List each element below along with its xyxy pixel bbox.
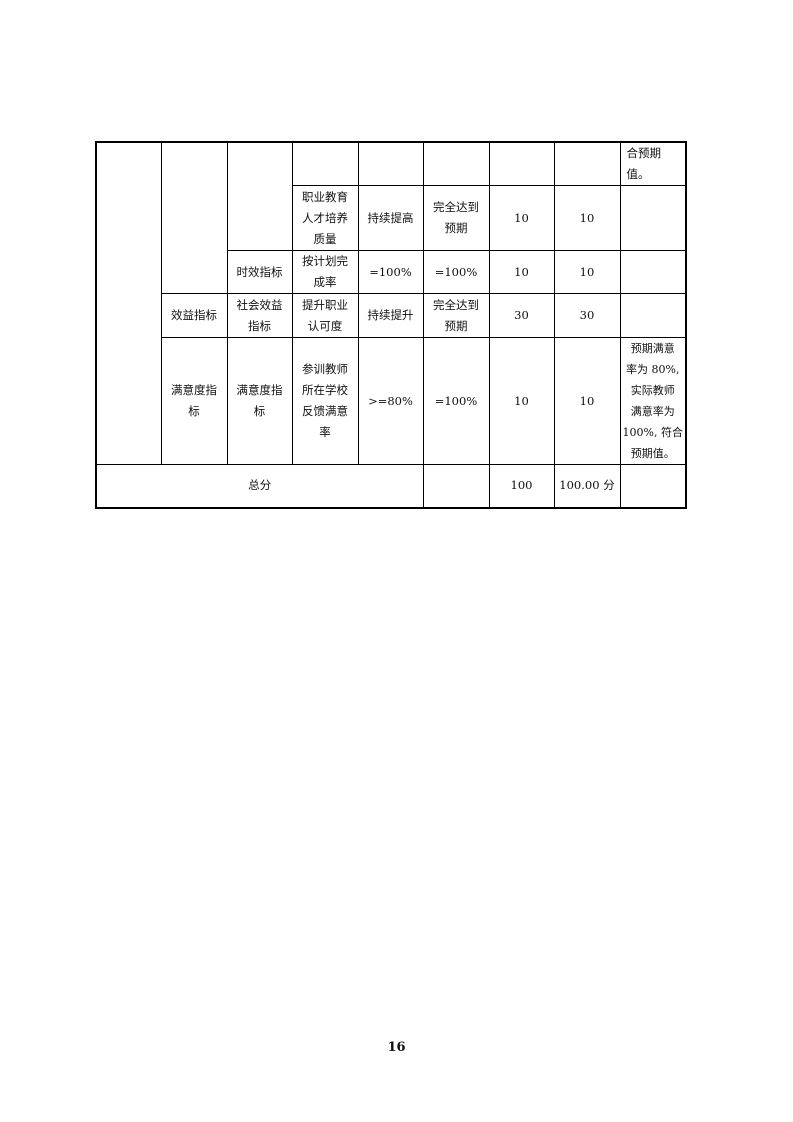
total-row: 总分 100 100.00 分 <box>95 464 687 508</box>
category-cell: 效益指标 <box>160 293 228 338</box>
weight-cell: 10 <box>488 185 555 251</box>
actual-cell: 完全达到 预期 <box>422 185 490 251</box>
indicator-cell: 提升职业 认可度 <box>291 293 359 338</box>
indicator-cell: 按计划完 成率 <box>291 250 359 294</box>
indicator-cell: 职业教育 人才培养 质量 <box>291 185 359 251</box>
subcategory-cell: 满意度指 标 <box>226 337 293 465</box>
table-cell <box>422 464 490 508</box>
page-number: 16 <box>387 1040 406 1055</box>
target-cell: =100% <box>357 250 424 294</box>
actual-cell: =100% <box>422 337 490 465</box>
table-cell <box>95 141 162 465</box>
table-cell <box>226 141 293 251</box>
score-cell: 10 <box>553 250 621 294</box>
table-cell <box>291 141 359 186</box>
table-row: 效益指标 社会效益 指标 提升职业 认可度 持续提升 完全达到 预期 30 30 <box>96 293 687 338</box>
actual-cell: 完全达到 预期 <box>422 293 490 338</box>
target-cell: >=80% <box>357 337 424 465</box>
score-cell: 30 <box>553 293 621 338</box>
subcategory-cell: 社会效益 指标 <box>226 293 293 338</box>
table-cell <box>160 141 228 294</box>
weight-cell: 10 <box>488 250 555 294</box>
weight-cell: 30 <box>488 293 555 338</box>
remark-cell: 合预期值。 <box>619 141 687 186</box>
total-score: 100.00 分 <box>553 464 621 508</box>
subcategory-cell: 时效指标 <box>226 250 293 294</box>
table-cell <box>553 141 621 186</box>
remark-cell <box>619 185 687 251</box>
table-row: 时效指标 按计划完 成率 =100% =100% 10 10 <box>96 250 687 294</box>
indicator-cell: 参训教师 所在学校 反馈满意 率 <box>291 337 359 465</box>
score-cell: 10 <box>553 337 621 465</box>
table-cell <box>422 141 490 186</box>
remark-cell: 预期满意 率为 80%, 实际教师 满意率为 100%, 符合 预期值。 <box>619 337 687 465</box>
total-label: 总分 <box>95 464 424 508</box>
remark-cell <box>619 464 687 508</box>
score-cell: 10 <box>553 185 621 251</box>
weight-cell: 10 <box>488 337 555 465</box>
table-cell <box>488 141 555 186</box>
performance-indicator-table: 合预期值。 职业教育 人才培养 质量 持续提高 完全达到 预期 10 10 时效… <box>95 141 687 509</box>
table-row: 合预期值。 <box>95 141 687 465</box>
total-weight: 100 <box>488 464 555 508</box>
actual-cell: =100% <box>422 250 490 294</box>
category-cell: 满意度指 标 <box>160 337 228 465</box>
table-cell <box>357 141 424 186</box>
table-row: 满意度指 标 满意度指 标 参训教师 所在学校 反馈满意 率 >=80% =10… <box>96 337 687 465</box>
target-cell: 持续提升 <box>357 293 424 338</box>
table-row: 职业教育 人才培养 质量 持续提高 完全达到 预期 10 10 <box>96 185 687 251</box>
target-cell: 持续提高 <box>357 185 424 251</box>
remark-cell <box>619 293 687 338</box>
remark-cell <box>619 250 687 294</box>
